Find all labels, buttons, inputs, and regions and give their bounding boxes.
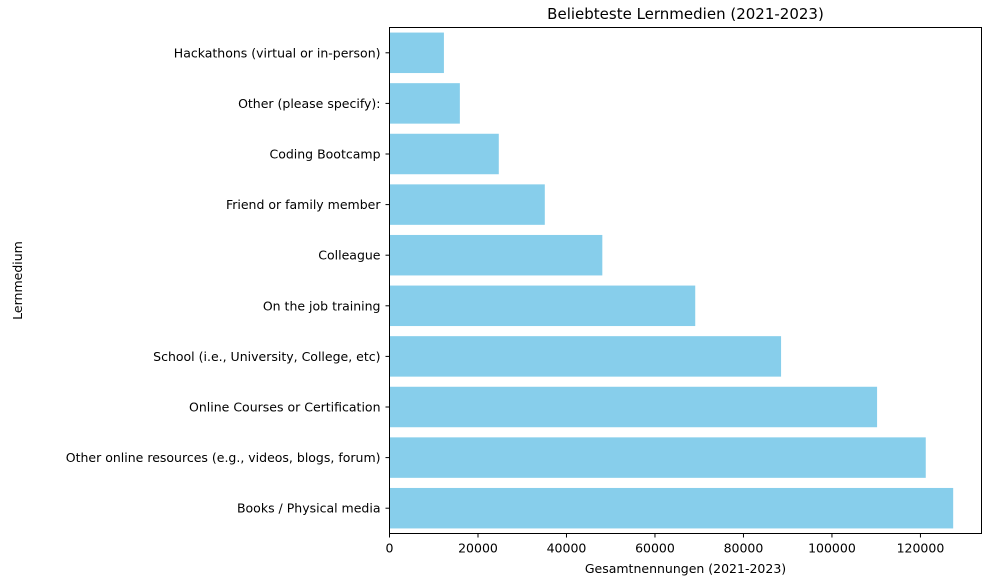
category-label: Other online resources (e.g., videos, bl…: [66, 450, 381, 465]
x-tick-label: 0: [386, 541, 394, 556]
category-labels: Books / Physical media Other online resou…: [66, 45, 390, 516]
category-label: School (i.e., University, College, etc): [153, 349, 380, 364]
category-label: Online Courses or Certification: [189, 400, 380, 415]
x-tick-label: 60000: [635, 541, 675, 556]
bar: [389, 32, 444, 74]
bar: [389, 133, 499, 175]
category-label: On the job training: [263, 298, 381, 313]
bar: [389, 487, 954, 529]
category-label: Books / Physical media: [237, 501, 381, 516]
y-axis-label: Lernmedium: [10, 241, 25, 320]
x-tick-label: 20000: [458, 541, 498, 556]
x-tick-label: 80000: [724, 541, 764, 556]
category-label: Colleague: [318, 248, 381, 263]
category-label: Friend or family member: [226, 197, 381, 212]
chart-title: Beliebteste Lernmedien (2021-2023): [547, 5, 824, 23]
category-label: Coding Bootcamp: [269, 147, 380, 162]
bar: [389, 83, 460, 124]
x-tick-label: 40000: [547, 541, 587, 556]
x-tick-label: 100000: [808, 541, 856, 556]
bar: [389, 285, 696, 327]
x-tick-label: 120000: [897, 541, 945, 556]
category-label: Hackathons (virtual or in-person): [174, 45, 381, 60]
x-ticks: 0 20000 40000 60000 80000 100000 120000: [386, 533, 945, 556]
category-label: Other (please specify):: [238, 96, 380, 111]
bars-group: [389, 32, 954, 529]
bar: [389, 386, 878, 428]
plot-frame: [389, 27, 982, 534]
x-axis-label: Gesamtnennungen (2021-2023): [585, 561, 786, 576]
bar: [389, 234, 603, 276]
bar: [389, 184, 545, 225]
bar: [389, 437, 926, 478]
bar: [389, 336, 782, 377]
